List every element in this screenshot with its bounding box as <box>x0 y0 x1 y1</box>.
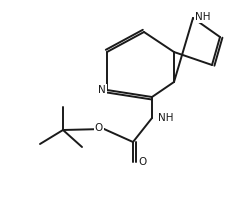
Text: NH: NH <box>195 12 211 22</box>
Text: N: N <box>98 85 106 95</box>
Text: NH: NH <box>158 113 174 123</box>
Text: O: O <box>138 157 146 167</box>
Text: O: O <box>95 123 103 133</box>
